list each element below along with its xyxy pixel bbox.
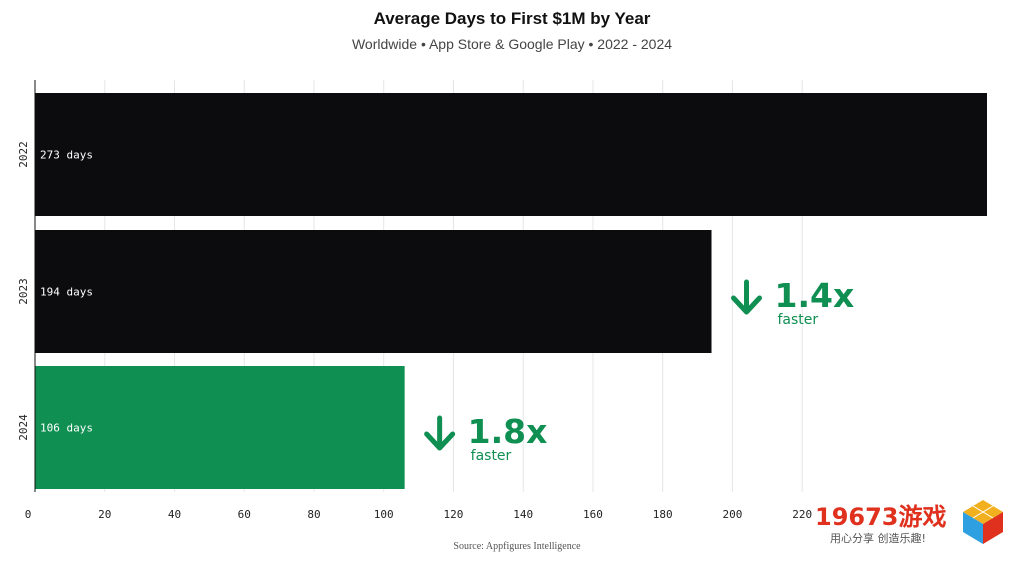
bar-value-label: 194 days xyxy=(40,286,93,299)
annotation-label: faster xyxy=(778,312,819,328)
chart-subtitle: Worldwide • App Store & Google Play • 20… xyxy=(351,36,673,52)
y-tick-label: 2024 xyxy=(17,414,30,441)
x-tick-label: 60 xyxy=(238,508,251,521)
bar-2023 xyxy=(35,230,712,353)
down-arrow-icon xyxy=(731,279,763,315)
watermark-text: 19673游戏 xyxy=(815,503,947,531)
chart-source: Source: Appfigures Intelligence xyxy=(453,541,581,552)
annotation-multiplier: 1.4x xyxy=(775,276,855,315)
bars-group: 273 days 194 days 106 days xyxy=(35,93,987,489)
watermark-subtext: 用心分享 创造乐趣! xyxy=(830,531,926,545)
x-tick-label: 80 xyxy=(307,508,320,521)
chart-title: Average Days to First $1M by Year xyxy=(373,9,651,28)
x-tick-label: 120 xyxy=(444,508,464,521)
x-tick-label: 200 xyxy=(722,508,742,521)
bar-2022 xyxy=(35,93,987,216)
bar-value-label: 273 days xyxy=(40,149,93,162)
x-tick-label: 140 xyxy=(513,508,533,521)
x-tick-label: 220 xyxy=(792,508,812,521)
cube-logo-icon xyxy=(963,500,1003,544)
x-tick-label: 20 xyxy=(98,508,111,521)
annotation-label: faster xyxy=(471,448,512,464)
bar-value-label: 106 days xyxy=(40,422,93,435)
down-arrow-icon xyxy=(424,415,456,451)
y-tick-label: 2022 xyxy=(17,141,30,168)
bar-2024 xyxy=(35,366,405,489)
watermark-logo: 19673游戏 用心分享 创造乐趣! xyxy=(815,500,1003,545)
axes-group: 0 20 40 60 80 100 120 140 160 180 200 220 2022 2023 20… xyxy=(17,80,812,521)
y-tick-label: 2023 xyxy=(17,278,30,305)
annotation-multiplier: 1.8x xyxy=(468,412,548,451)
x-tick-label: 160 xyxy=(583,508,603,521)
x-tick-label: 0 xyxy=(25,508,32,521)
x-tick-label: 100 xyxy=(374,508,394,521)
x-tick-label: 180 xyxy=(653,508,673,521)
x-tick-label: 40 xyxy=(168,508,181,521)
